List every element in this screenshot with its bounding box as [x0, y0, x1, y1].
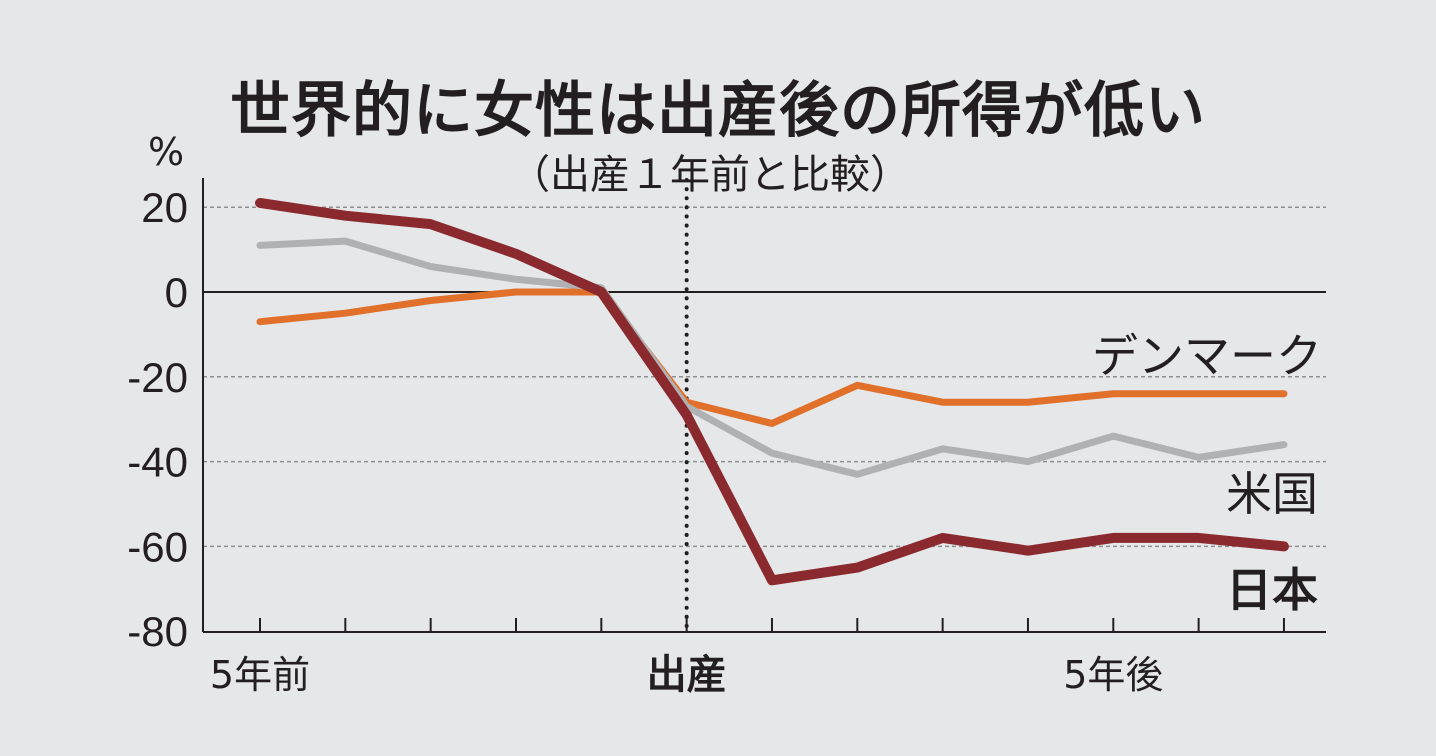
series-line-2 [256, 237, 1288, 478]
y-tick-label: 20 [141, 184, 188, 231]
x-tick-label: 5年後 [1063, 653, 1163, 697]
y-tick-label: 0 [165, 269, 188, 316]
series-label-1: デンマーク [1092, 329, 1322, 383]
series-line-3 [255, 197, 1289, 586]
y-tick-label: -60 [127, 523, 188, 570]
x-tick-label: 出産 [647, 652, 727, 698]
chart-subtitle: （出産１年前と比較） [510, 152, 910, 198]
series-label-2: 米国 [1226, 467, 1318, 521]
y-tick-label: -80 [127, 608, 188, 655]
y-axis-unit: % [148, 130, 185, 174]
series-label-3: 日本 [1226, 563, 1318, 617]
chart-title: 世界的に女性は出産後の所得が低い [230, 76, 1206, 146]
y-tick-label: -40 [127, 439, 188, 486]
x-tick-label: 5年前 [210, 653, 310, 697]
y-tick-label: -20 [127, 354, 188, 401]
series-line-1 [256, 288, 1288, 427]
